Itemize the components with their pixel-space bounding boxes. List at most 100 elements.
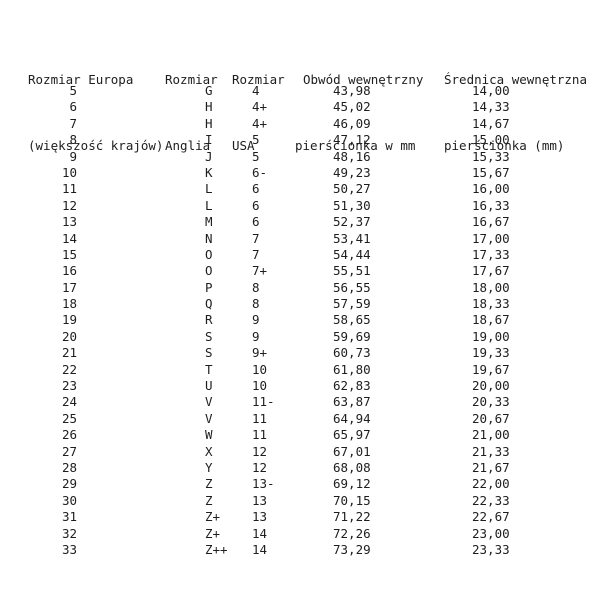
cell-usa-size: 13- [252,476,275,492]
table-row: 33 Z++ 14 73,29 23,33 [0,542,600,558]
cell-usa-size: 13 [252,509,268,525]
table-body: 5 G 4 43,98 14,00 6 H 4+ 45,02 14,33 7 H… [0,83,600,558]
cell-diameter-mm: 15,00 [472,132,510,148]
cell-circumference-mm: 47,12 [333,132,371,148]
table-row: 30 Z 13 70,15 22,33 [0,493,600,509]
cell-diameter-mm: 19,67 [472,361,510,377]
cell-europe-size: 25 [61,410,77,426]
table-row: 26 W 11 65,97 21,00 [0,427,600,443]
cell-usa-size: 11 [252,427,268,443]
cell-usa-size: 6 [252,214,260,230]
cell-uk-size: V [205,394,213,410]
cell-europe-size: 5 [69,83,77,98]
table-row: 12 L 6 51,30 16,33 [0,198,600,214]
cell-uk-size: L [205,197,213,213]
cell-europe-size: 10 [61,164,77,180]
table-row: 23 U 10 62,83 20,00 [0,378,600,394]
cell-circumference-mm: 56,55 [333,279,371,295]
cell-usa-size: 14 [252,525,268,541]
cell-circumference-mm: 43,98 [333,83,371,98]
cell-circumference-mm: 55,51 [333,263,371,279]
table-row: 28 Y 12 68,08 21,67 [0,460,600,476]
cell-usa-size: 12 [252,443,268,459]
table-row: 22 T 10 61,80 19,67 [0,362,600,378]
cell-diameter-mm: 15,33 [472,148,510,164]
cell-diameter-mm: 18,67 [472,312,510,328]
cell-usa-size: 10 [252,378,268,394]
cell-europe-size: 14 [61,230,77,246]
header-inner-diameter-line2: pierścionka (mm) [444,138,565,153]
cell-uk-size: Z++ [205,541,228,557]
header-uk-size: Rozmiar Anglia [165,25,218,201]
cell-circumference-mm: 60,73 [333,345,371,361]
cell-europe-size: 16 [61,263,77,279]
cell-diameter-mm: 22,00 [472,476,510,492]
cell-europe-size: 27 [61,443,77,459]
cell-uk-size: J [205,148,213,164]
header-inner-circumference: Obwód wewnętrzny pierścionka w mm [295,25,423,201]
cell-circumference-mm: 64,94 [333,410,371,426]
cell-diameter-mm: 14,00 [472,83,510,98]
header-inner-diameter-line1: Średnica wewnętrzna [444,72,587,87]
cell-circumference-mm: 68,08 [333,459,371,475]
cell-uk-size: N [205,230,213,246]
cell-diameter-mm: 23,00 [472,525,510,541]
cell-usa-size: 7 [252,246,260,262]
table-row: 29 Z 13- 69,12 22,00 [0,476,600,492]
table-row: 31 Z+ 13 71,22 22,67 [0,509,600,525]
table-row: 9 J 5 48,16 15,33 [0,149,600,165]
cell-usa-size: 13 [252,492,268,508]
cell-circumference-mm: 73,29 [333,541,371,557]
cell-diameter-mm: 17,00 [472,230,510,246]
cell-europe-size: 32 [61,525,77,541]
cell-uk-size: Q [205,296,213,312]
cell-europe-size: 13 [61,214,77,230]
header-inner-diameter: Średnica wewnętrzna pierścionka (mm) [444,25,587,201]
cell-europe-size: 21 [61,345,77,361]
cell-usa-size: 6 [252,181,260,197]
cell-europe-size: 9 [69,148,77,164]
cell-europe-size: 19 [61,312,77,328]
cell-usa-size: 12 [252,459,268,475]
cell-diameter-mm: 20,67 [472,410,510,426]
cell-usa-size: 8 [252,279,260,295]
cell-uk-size: Z [205,476,213,492]
cell-circumference-mm: 59,69 [333,328,371,344]
cell-usa-size: 11 [252,410,268,426]
cell-circumference-mm: 63,87 [333,394,371,410]
cell-europe-size: 24 [61,394,77,410]
cell-europe-size: 20 [61,328,77,344]
cell-europe-size: 29 [61,476,77,492]
cell-diameter-mm: 16,67 [472,214,510,230]
cell-uk-size: H [205,99,213,115]
cell-circumference-mm: 72,26 [333,525,371,541]
cell-usa-size: 5 [252,132,260,148]
cell-diameter-mm: 22,33 [472,492,510,508]
header-uk-size-line2: Anglia [165,138,211,153]
cell-uk-size: X [205,443,213,459]
header-europe-size-line1: Rozmiar Europa [28,72,134,87]
cell-circumference-mm: 71,22 [333,509,371,525]
header-europe-size-line2: (większość krajów) [28,138,164,153]
cell-diameter-mm: 21,67 [472,459,510,475]
cell-uk-size: P [205,279,213,295]
header-usa-size: Rozmiar USA [232,25,285,201]
cell-diameter-mm: 19,00 [472,328,510,344]
cell-circumference-mm: 70,15 [333,492,371,508]
cell-circumference-mm: 51,30 [333,197,371,213]
cell-diameter-mm: 17,33 [472,246,510,262]
cell-uk-size: R [205,312,213,328]
table-row: 5 G 4 43,98 14,00 [0,83,600,99]
cell-circumference-mm: 69,12 [333,476,371,492]
cell-europe-size: 15 [61,246,77,262]
table-row: 17 P 8 56,55 18,00 [0,280,600,296]
cell-uk-size: U [205,378,213,394]
table-row: 20 S 9 59,69 19,00 [0,329,600,345]
table-row: 24 V 11- 63,87 20,33 [0,394,600,410]
header-usa-size-line2: USA [232,138,255,153]
cell-diameter-mm: 23,33 [472,541,510,557]
cell-diameter-mm: 14,33 [472,99,510,115]
cell-circumference-mm: 50,27 [333,181,371,197]
table-row: 32 Z+ 14 72,26 23,00 [0,526,600,542]
cell-usa-size: 4+ [252,99,268,115]
